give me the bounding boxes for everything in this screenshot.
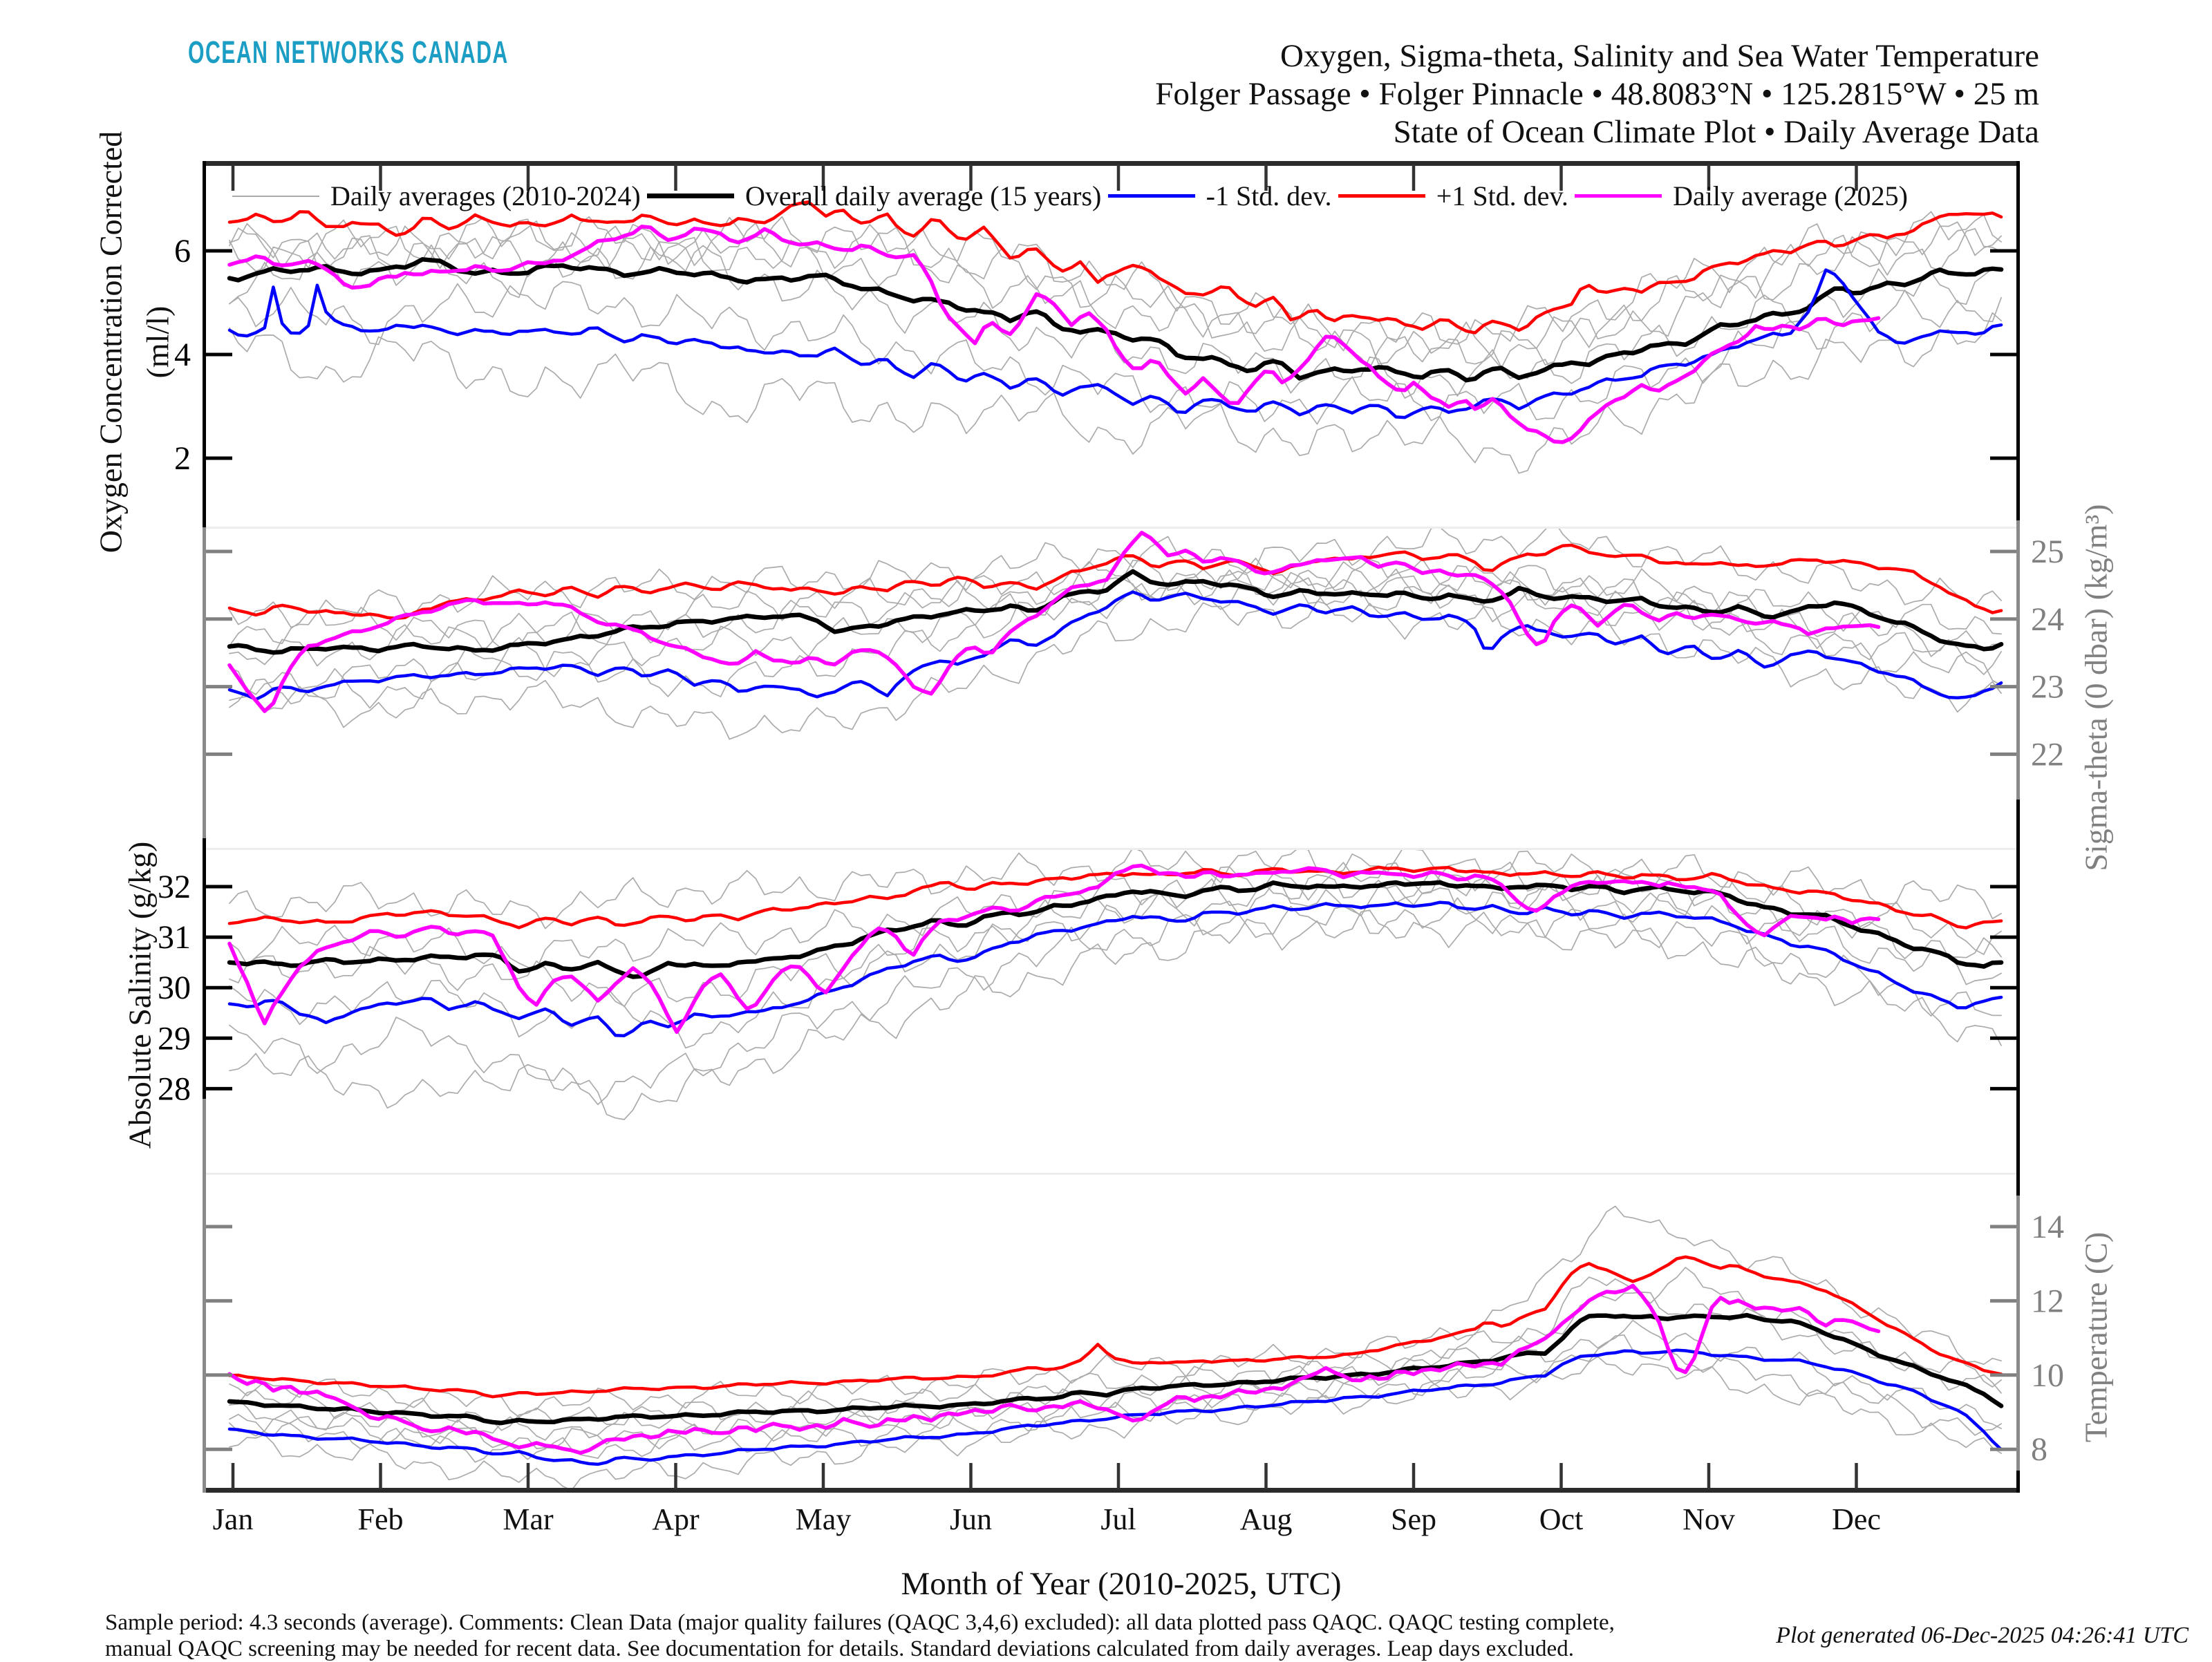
x-axis-label: Month of Year (2010-2025, UTC) — [901, 1566, 1342, 1602]
oxygen-axis-units: (ml/l) — [140, 305, 176, 379]
oxygen-tick-label: 6 — [174, 233, 191, 270]
salinity-tick-label: 29 — [158, 1020, 191, 1057]
plot-generated-timestamp: Plot generated 06-Dec-2025 04:26:41 UTC — [1776, 1623, 2188, 1648]
temperature-overall-average-line — [227, 1312, 2004, 1426]
oxygen-year-line — [229, 281, 2002, 425]
temperature-tick-label: 10 — [2031, 1357, 2064, 1394]
temperature-year-line — [229, 1334, 2002, 1463]
sigma_theta-plus-std-line — [227, 543, 2003, 621]
legend-label: Overall daily average (15 years) — [745, 180, 1102, 211]
sigma_theta-year-line — [229, 568, 2002, 709]
legend-item-overall-average: Overall daily average (15 years) — [647, 180, 1101, 212]
magenta-line-swatch-icon — [1575, 194, 1662, 198]
month-label-may: May — [796, 1502, 852, 1536]
oxygen-minus-std-line — [227, 268, 2003, 419]
month-label-jun: Jun — [950, 1502, 992, 1536]
temperature-year-line — [229, 1292, 2002, 1431]
salinity-year-line — [229, 882, 2002, 1049]
salinity-tick-label: 31 — [158, 919, 191, 956]
sigma_theta-2025-line — [227, 531, 1881, 713]
temperature-year-line — [229, 1356, 2002, 1490]
oxygen-tick-label: 2 — [174, 440, 191, 477]
oxygen-year-line — [229, 216, 2002, 369]
salinity-year-line — [229, 897, 2002, 1106]
plot-title-line3: State of Ocean Climate Plot • Daily Aver… — [1393, 114, 2039, 150]
salinity-axis-label: Absolute Salinity (g/kg) — [122, 841, 158, 1149]
temperature-year-line — [229, 1205, 2002, 1418]
legend-label: Daily averages (2010-2024) — [330, 180, 641, 211]
temperature-tick-label: 12 — [2031, 1283, 2064, 1319]
footer-qaqc-note: manual QAQC screening may be needed for … — [105, 1636, 1574, 1661]
black-line-swatch-icon — [647, 193, 735, 198]
sigma_theta-tick-label: 25 — [2031, 533, 2064, 570]
legend-label: +1 Std. dev. — [1436, 180, 1568, 211]
footer-sample-period: Sample period: 4.3 seconds (average). Co… — [105, 1610, 1615, 1635]
gray-line-swatch-icon — [232, 195, 319, 197]
sigma_theta-year-line — [229, 529, 2002, 628]
legend-label: -1 Std. dev. — [1206, 180, 1332, 211]
oxygen-panel — [227, 200, 2004, 474]
temperature-plus-std-line — [227, 1255, 2003, 1399]
sigma_theta-year-line — [229, 601, 2002, 740]
salinity-tick-label: 32 — [158, 869, 191, 905]
red-line-swatch-icon — [1338, 194, 1425, 198]
month-label-apr: Apr — [652, 1502, 700, 1536]
legend: Daily averages (2010-2024) Overall daily… — [232, 180, 1908, 212]
plot-title-line1: Oxygen, Sigma-theta, Salinity and Sea Wa… — [1280, 38, 2039, 74]
sigma_theta-minus-std-line — [227, 590, 2003, 701]
oxygen-year-line — [229, 244, 2002, 399]
sigma_theta-panel — [227, 529, 2004, 740]
month-label-nov: Nov — [1683, 1502, 1735, 1536]
temperature-panel — [227, 1205, 2004, 1490]
temperature-year-line — [229, 1319, 2002, 1450]
legend-item-plus-std: +1 Std. dev. — [1338, 180, 1568, 212]
salinity-tick-label: 28 — [158, 1070, 191, 1107]
temperature-tick-label: 8 — [2031, 1431, 2047, 1468]
legend-label: Daily average (2025) — [1673, 180, 1908, 211]
month-label-jan: Jan — [213, 1502, 254, 1536]
oxygen-year-line — [229, 211, 2002, 352]
temperature-axis-label: Temperature (C) — [2078, 1231, 2114, 1443]
plot-title-line2: Folger Passage • Folger Pinnacle • 48.80… — [1155, 76, 2039, 112]
salinity-tick-label: 30 — [158, 970, 191, 1006]
oxygen-year-line — [229, 312, 2002, 474]
salinity-overall-average-line — [227, 880, 2004, 979]
month-label-mar: Mar — [503, 1502, 554, 1536]
salinity-minus-std-line — [227, 900, 2003, 1037]
temperature-2025-line — [227, 1283, 1881, 1455]
salinity-2025-line — [227, 863, 1881, 1035]
month-label-aug: Aug — [1240, 1502, 1293, 1536]
month-label-feb: Feb — [358, 1502, 404, 1536]
sigma_theta-tick-label: 24 — [2031, 601, 2064, 638]
salinity-year-line — [229, 909, 2002, 1120]
sigma_theta-tick-label: 23 — [2031, 669, 2064, 706]
oxygen-plus-std-line — [227, 200, 2003, 334]
temperature-minus-std-line — [227, 1348, 2003, 1466]
sigma_theta-overall-average-line — [227, 569, 2004, 655]
legend-item-daily-averages: Daily averages (2010-2024) — [232, 180, 641, 212]
month-label-jul: Jul — [1100, 1502, 1136, 1536]
legend-item-minus-std: -1 Std. dev. — [1107, 180, 1332, 212]
oxygen-tick-label: 4 — [174, 337, 191, 373]
oxygen-year-line — [229, 218, 2002, 369]
onc-logo: OCEAN NETWORKS CANADA — [188, 35, 509, 70]
salinity-panel — [227, 850, 2004, 1120]
temperature-tick-label: 14 — [2031, 1209, 2064, 1245]
legend-item-daily-2025: Daily average (2025) — [1575, 180, 1908, 212]
oxygen-overall-average-line — [227, 257, 2004, 383]
sigma-theta-axis-label: Sigma-theta (0 dbar) (kg/m³) — [2078, 504, 2114, 871]
month-label-dec: Dec — [1832, 1502, 1881, 1536]
oxygen-axis-label: Oxygen Concentration Corrected — [93, 131, 129, 554]
sigma_theta-year-line — [229, 557, 2002, 650]
salinity-year-line — [229, 861, 2002, 970]
blue-line-swatch-icon — [1107, 194, 1195, 198]
sigma_theta-tick-label: 22 — [2031, 736, 2064, 773]
month-label-sep: Sep — [1391, 1502, 1436, 1536]
oxygen-2025-line — [227, 225, 1881, 444]
month-label-oct: Oct — [1539, 1502, 1584, 1536]
